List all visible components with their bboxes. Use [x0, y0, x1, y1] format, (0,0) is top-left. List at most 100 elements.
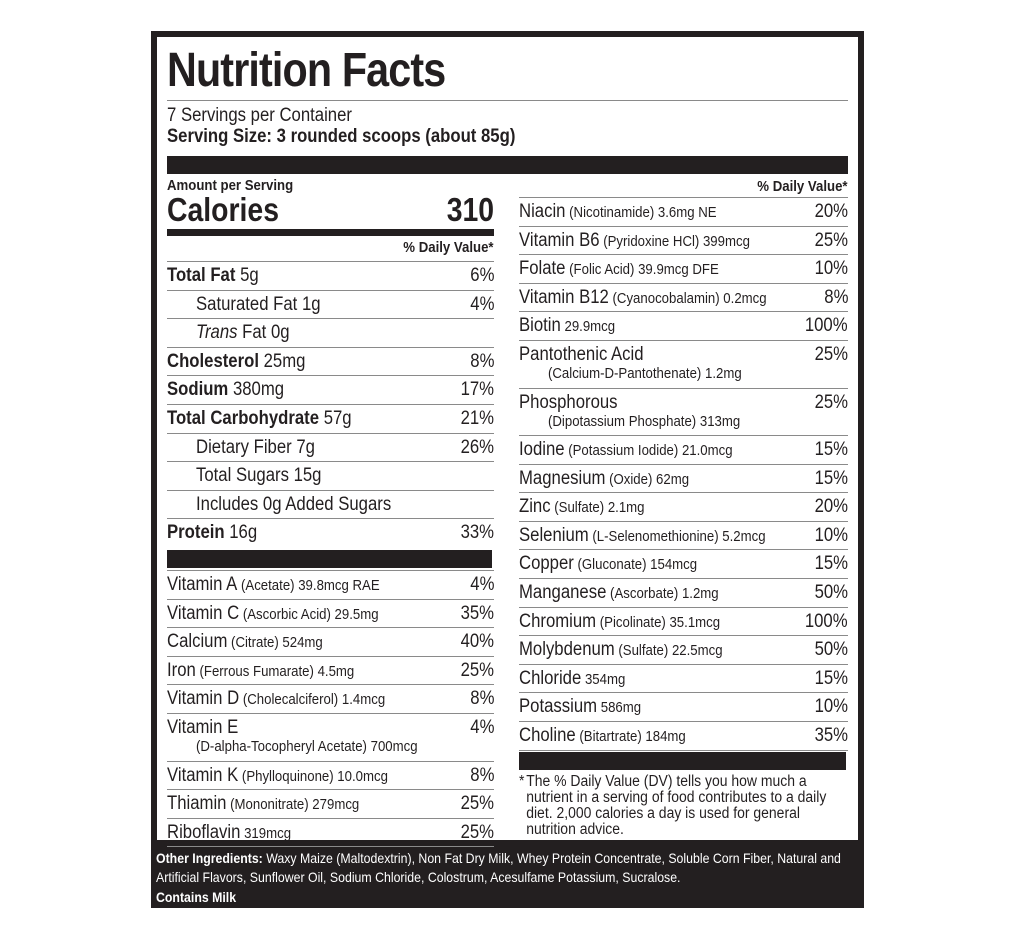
- nutrient-row: Trans Fat 0g: [167, 318, 494, 348]
- nutrient-row: Total Sugars 15g: [167, 461, 494, 491]
- calories-value: 310: [446, 191, 494, 228]
- vitamin-row: Choline (Bitartrate) 184mg 35%: [519, 721, 848, 751]
- nutrient-amount: Fat 0g: [237, 322, 290, 344]
- vitamin-label: Selenium: [519, 524, 589, 546]
- nutrient-amount: 380mg: [228, 379, 285, 401]
- nutrition-facts-label: Nutrition Facts 7 Servings per Container…: [151, 31, 864, 908]
- nutrient-name: Sodium 380mg: [167, 379, 284, 401]
- vitamin-row: Vitamin B12 (Cyanocobalamin) 0.2mcg 8%: [519, 282, 848, 313]
- vitamin-detail: (Citrate) 524mg: [227, 634, 323, 652]
- nutrient-label: Trans: [196, 322, 238, 344]
- vitamin-row: Phosphorous (Dipotassium Phosphate) 313mg…: [519, 387, 848, 437]
- vitamin-name: Vitamin E: [167, 717, 238, 739]
- nutrient-name: Total Carbohydrate 57g: [167, 408, 352, 430]
- vitamin-row: Niacin (Nicotinamide) 3.6mg NE 20%: [519, 197, 848, 227]
- vitamin-daily-value: 15%: [814, 667, 848, 689]
- vitamin-name: Selenium (L-Selenomethionine) 5.2mcg: [519, 525, 766, 547]
- vitamin-name: Vitamin D (Cholecalciferol) 1.4mcg: [167, 688, 385, 710]
- vitamin-daily-value: 35%: [460, 602, 494, 624]
- vitamin-label: Thiamin: [167, 793, 227, 815]
- vitamin-detail: 586mg: [597, 699, 642, 717]
- vitamin-detail: (Acetate) 39.8mcg RAE: [237, 577, 380, 594]
- vitamin-detail: 319mcg: [240, 824, 292, 842]
- vitamin-name: Calcium (Citrate) 524mg: [167, 631, 323, 653]
- vitamin-label: Folate: [519, 258, 566, 280]
- vitamin-name: Iron (Ferrous Fumarate) 4.5mg: [167, 660, 354, 682]
- vitamin-detail: (Ascorbate) 1.2mg: [606, 585, 719, 602]
- vitamin-daily-value: 100%: [805, 315, 848, 337]
- allergen-statement: Contains Milk: [156, 889, 237, 905]
- nutrient-label: Sodium: [167, 379, 229, 401]
- nutrient-row: Total Carbohydrate 57g 21%: [167, 404, 494, 434]
- amount-per-serving: Amount per Serving: [167, 177, 294, 194]
- vitamin-row: Potassium 586mg 10%: [519, 692, 848, 722]
- vitamin-row: Chloride 354mg 15%: [519, 663, 848, 694]
- vitamin-daily-value: 10%: [814, 524, 848, 546]
- nutrient-row: Saturated Fat 1g 4%: [167, 289, 494, 320]
- vitamin-detail: (Nicotinamide) 3.6mg NE: [565, 204, 717, 221]
- calories-bar: [167, 229, 494, 236]
- vitamin-daily-value: 25%: [460, 793, 494, 815]
- vitamin-name: Niacin (Nicotinamide) 3.6mg NE: [519, 201, 717, 223]
- vitamin-row: Chromium (Picolinate) 35.1mcg 100%: [519, 606, 848, 637]
- vitamin-daily-value: 100%: [805, 610, 848, 632]
- vitamin-daily-value: 8%: [469, 688, 494, 710]
- vitamin-name: Chromium (Picolinate) 35.1mcg: [519, 611, 720, 633]
- label-panel: Nutrition Facts 7 Servings per Container…: [157, 37, 858, 848]
- vitamin-daily-value: 10%: [814, 258, 848, 280]
- ingredients-text: Waxy Maize (Maltodextrin), Non Fat Dry M…: [156, 850, 841, 885]
- row-divider: [167, 846, 494, 848]
- nutrient-daily-value: 17%: [460, 379, 494, 401]
- nutrient-label: Total Carbohydrate: [167, 408, 320, 429]
- vitamin-daily-value: 20%: [814, 496, 848, 518]
- vitamin-row: Biotin 29.9mcg 100%: [519, 311, 848, 341]
- nutrient-name: Cholesterol 25mg: [167, 351, 305, 373]
- nutrient-name: Protein 16g: [167, 522, 257, 544]
- vitamin-label: Vitamin B12: [519, 286, 609, 308]
- calories-label: Calories: [167, 191, 280, 228]
- vitamin-detail: (Gluconate) 154mcg: [573, 556, 698, 574]
- vitamin-label: Biotin: [519, 315, 561, 337]
- nutrient-row: Dietary Fiber 7g 26%: [167, 432, 494, 463]
- vitamin-name: Magnesium (Oxide) 62mg: [519, 468, 689, 490]
- vitamin-detail: (Pyridoxine HCl) 399mcg: [599, 232, 750, 250]
- nutrient-daily-value: 6%: [469, 265, 494, 286]
- servings-per-container: 7 Servings per Container: [167, 105, 352, 126]
- daily-value-footnote: * The % Daily Value (DV) tells you how m…: [519, 774, 826, 838]
- nutrient-daily-value: 33%: [460, 522, 494, 544]
- nutrient-amount: 57g: [319, 408, 352, 429]
- nutrient-label: Includes 0g Added Sugars: [196, 493, 392, 515]
- vitamin-label: Manganese: [519, 582, 607, 603]
- row-divider: [519, 749, 848, 751]
- vitamin-label: Phosphorous: [519, 391, 618, 413]
- nutrient-name: Includes 0g Added Sugars: [196, 494, 391, 516]
- vitamin-detail: (Oxide) 62mg: [605, 470, 690, 488]
- vitamin-detail: (Dipotassium Phosphate) 313mg: [548, 412, 741, 430]
- vitamin-detail: (Sulfate) 22.5mcg: [614, 642, 723, 660]
- vitamin-row: Riboflavin 319mcg 25%: [167, 817, 494, 848]
- vitamin-row: Thiamin (Mononitrate) 279mcg 25%: [167, 789, 494, 819]
- vitamin-row: Vitamin B6 (Pyridoxine HCl) 399mcg 25%: [519, 225, 848, 256]
- vitamin-label: Copper: [519, 553, 574, 575]
- nutrient-row: Includes 0g Added Sugars: [167, 489, 494, 520]
- vitamin-daily-value: 25%: [460, 821, 494, 843]
- nutrient-name: Saturated Fat 1g: [196, 294, 321, 316]
- footnote-thick-bar: [519, 752, 846, 770]
- header-thick-bar: [167, 156, 848, 174]
- nutrient-label: Protein: [167, 522, 225, 544]
- vitamin-label: Zinc: [519, 496, 551, 518]
- vitamin-name: Copper (Gluconate) 154mcg: [519, 553, 697, 575]
- nutrient-row: Sodium 380mg 17%: [167, 375, 494, 405]
- vitamin-row: Vitamin E (D-alpha-Tocopheryl Acetate) 70…: [167, 713, 494, 762]
- vitamin-daily-value: 40%: [460, 631, 494, 653]
- vitamin-daily-value: 25%: [814, 344, 848, 365]
- vitamin-detail: (Calcium-D-Pantothenate) 1.2mg: [548, 365, 742, 382]
- vitamin-detail: (Mononitrate) 279mcg: [226, 796, 360, 814]
- vitamin-name: Riboflavin 319mcg: [167, 822, 291, 844]
- vitamin-row: Magnesium (Oxide) 62mg 15%: [519, 463, 848, 494]
- nutrient-row: Cholesterol 25mg 8%: [167, 346, 494, 377]
- vitamin-name: Vitamin A (Acetate) 39.8mcg RAE: [167, 574, 380, 596]
- nutrient-amount: 5g: [235, 265, 259, 286]
- nutrient-daily-value: 4%: [469, 293, 494, 315]
- vitamin-detail: (Potassium Iodide) 21.0mcg: [564, 442, 733, 459]
